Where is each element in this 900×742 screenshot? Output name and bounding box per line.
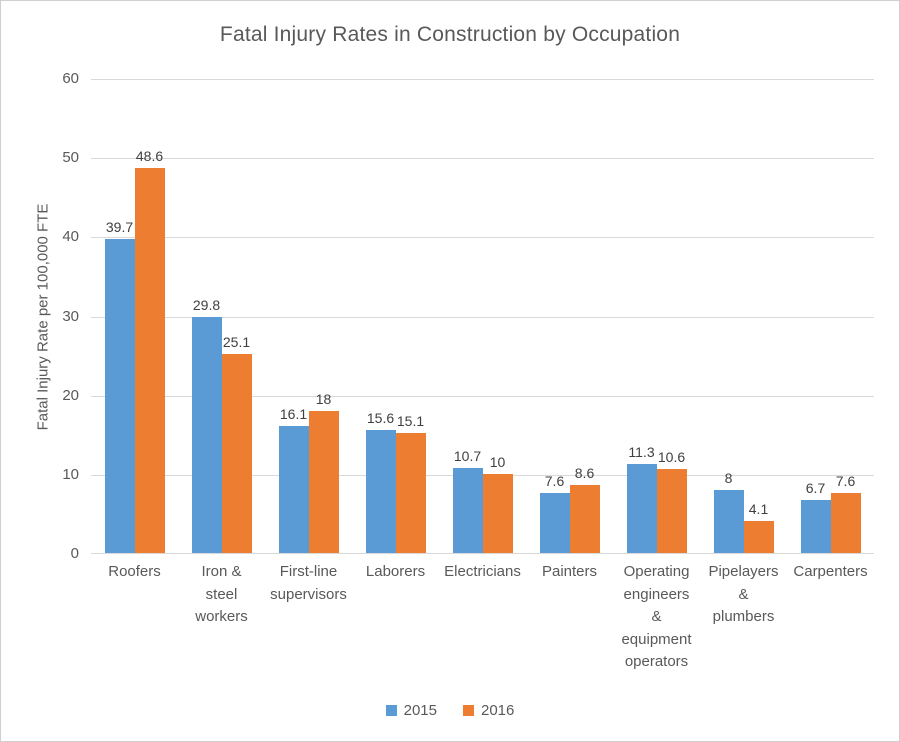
data-label: 10 [489,453,506,470]
data-label: 15.6 [366,409,395,426]
bar-2016 [482,473,513,553]
legend-item: 2015 [385,702,437,719]
gridline [91,158,874,160]
bar-2015 [539,492,570,553]
data-label: 8 [724,469,733,486]
y-tick-label: 0 [70,545,79,562]
data-label: 10.7 [453,448,482,465]
bar-2016 [743,520,774,553]
legend-swatch [385,705,397,716]
data-label: 29.8 [192,297,221,314]
bar-2015 [800,499,831,553]
data-label: 11.3 [628,443,655,460]
legend: 2015 2016 [1,702,899,719]
data-label: 18 [315,390,332,407]
bar-2016 [134,168,165,553]
y-tick-label: 10 [62,465,79,483]
y-tick-label: 50 [62,149,79,167]
bar-2015 [626,463,657,553]
bar-2015 [104,238,135,553]
legend-item: 2016 [463,702,514,719]
plot-area: 39.7 48.6 29.8 25.1 16.1 18 15.6 15.1 10.7 10 7.6 8… [91,79,874,554]
chart-title: Fatal Injury Rates in Construction by Oc… [219,23,681,46]
bar-2015 [191,317,222,553]
bar-2015 [278,425,309,553]
bar-2015 [365,429,396,553]
y-axis-title: Fatal Injury Rate per 100,000 FTE [34,203,52,431]
data-label: 6.7 [805,479,826,496]
gridline [91,237,874,239]
x-axis-label: Iron & steel workers [195,563,248,625]
bar-2016 [830,492,861,553]
data-label: 25.1 [222,334,251,351]
data-label: 15.1 [396,413,425,430]
bar-2015 [452,468,483,553]
x-axis-label: Pipelayers & plumbers [708,563,779,625]
bar-2016 [569,484,600,553]
legend-label: 2015 [403,702,437,719]
x-axis-label: Painters [541,563,598,580]
data-label: 7.6 [835,472,856,489]
data-label: 48.6 [135,148,164,165]
x-axis-labels: Roofers Iron & steel workers First-line su… [91,561,874,691]
x-axis-label: First-line supervisors [270,563,347,603]
data-label: 10.6 [657,449,686,466]
legend-swatch [463,705,474,716]
gridline [91,395,874,397]
data-label: 7.6 [544,472,565,489]
y-tick-label: 60 [62,70,79,87]
data-label: 8.6 [574,464,595,481]
x-axis-label: Roofers [108,563,161,580]
data-label: 4.1 [748,500,769,517]
gridline [91,79,874,80]
x-axis-label: Electricians [444,563,521,580]
gridline [91,316,874,318]
legend-label: 2016 [481,702,515,719]
bar-2016 [308,410,339,553]
bar-2016 [395,433,426,553]
bar-2016 [656,469,687,553]
data-label: 16.1 [279,405,308,422]
bar-2016 [221,354,252,553]
bar-2015 [713,489,744,553]
data-label: 39.7 [105,218,134,235]
x-axis-label: Laborers [365,563,426,580]
x-axis-label: Carpenters [793,563,868,580]
x-axis-label: Operating engineers & equipment operator… [621,563,692,670]
